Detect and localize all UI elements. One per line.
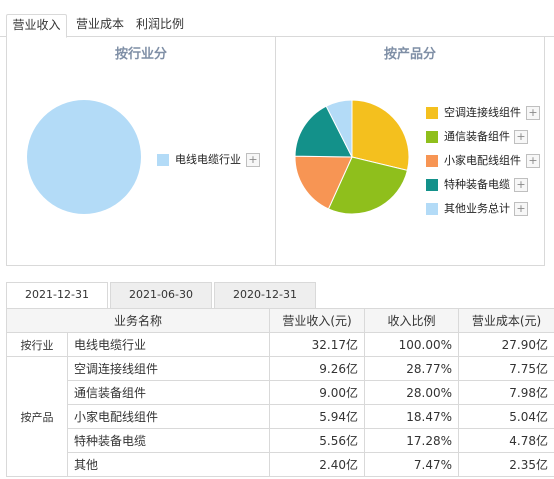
expand-plus-button[interactable]: + xyxy=(514,130,528,144)
legend-label: 空调连接线组件 xyxy=(444,106,521,119)
table-header-row: 业务名称 营业收入(元) 收入比例 营业成本(元) xyxy=(5,308,554,333)
legend-swatch xyxy=(426,131,438,143)
group-label-industry: 按行业 xyxy=(6,332,68,357)
header-revenue: 营业收入(元) xyxy=(269,308,366,333)
group-label-product: 按产品 xyxy=(6,356,68,477)
table-row: 按行业 电线电缆行业 32.17亿 100.00% 27.90亿 xyxy=(6,332,554,357)
row-revenue: 5.56亿 xyxy=(269,428,366,453)
header-ratio: 收入比例 xyxy=(364,308,460,333)
row-name: 电线电缆行业 xyxy=(66,332,271,357)
pie-slice-通信装备组件 xyxy=(327,156,409,215)
row-cost: 27.90亿 xyxy=(458,332,554,357)
legend-label: 小家电配线组件 xyxy=(444,154,521,167)
legend-swatch xyxy=(426,179,438,191)
row-revenue: 9.26亿 xyxy=(269,356,366,381)
table-row: 按产品 空调连接线组件 9.26亿 28.77% 7.75亿 xyxy=(6,356,554,477)
legend-label: 通信装备组件 xyxy=(444,130,510,143)
row-revenue: 9.00亿 xyxy=(269,380,366,405)
row-revenue: 32.17亿 xyxy=(269,332,366,357)
legend-label: 电线电缆行业 xyxy=(175,153,241,166)
legend-swatch xyxy=(426,107,438,119)
tab-profit-ratio[interactable]: 利润比例 xyxy=(135,17,184,31)
expand-plus-button[interactable]: + xyxy=(514,178,528,192)
row-revenue: 5.94亿 xyxy=(269,404,366,429)
tab-cost[interactable]: 营业成本 xyxy=(75,17,124,31)
legend-label: 特种装备电缆 xyxy=(444,178,510,191)
row-cost: 5.04亿 xyxy=(458,404,554,429)
pie-slice-特种装备电缆 xyxy=(294,105,353,158)
row-ratio: 18.47% xyxy=(364,404,460,429)
pie-slice-空调连接线组件 xyxy=(351,99,410,171)
pie-slice-其他业务总计 xyxy=(325,99,353,158)
legend-swatch xyxy=(157,154,169,166)
table-row: 其他 2.40亿 7.47% 2.35亿 xyxy=(7,452,554,477)
expand-plus-button[interactable]: + xyxy=(526,106,540,120)
row-cost: 7.98亿 xyxy=(458,380,554,405)
table-row: 小家电配线组件 5.94亿 18.47% 5.04亿 xyxy=(7,404,554,429)
header-business-name: 业务名称 xyxy=(5,308,271,333)
date-tab-2021-06-30[interactable]: 2021-06-30 xyxy=(110,282,212,308)
row-name: 通信装备组件 xyxy=(66,380,271,405)
tab-revenue[interactable]: 营业收入 xyxy=(6,14,67,38)
pie-slice-小家电配线组件 xyxy=(294,155,353,210)
date-tab-2020-12-31[interactable]: 2020-12-31 xyxy=(214,282,316,308)
expand-plus-button[interactable]: + xyxy=(526,154,540,168)
legend-label: 其他业务总计 xyxy=(444,202,510,215)
row-ratio: 7.47% xyxy=(364,452,460,477)
expand-plus-button[interactable]: + xyxy=(514,202,528,216)
table-row: 通信装备组件 9.00亿 28.00% 7.98亿 xyxy=(7,380,554,405)
row-cost: 4.78亿 xyxy=(458,428,554,453)
legend-swatch xyxy=(426,155,438,167)
industry-pie-chart xyxy=(27,100,141,214)
industry-panel-title: 按行业分 xyxy=(114,47,167,62)
date-tab-2021-12-31[interactable]: 2021-12-31 xyxy=(6,282,108,309)
industry-panel: 按行业分 电线电缆行业 + xyxy=(6,37,275,266)
row-ratio: 100.00% xyxy=(364,332,460,357)
expand-plus-button[interactable]: + xyxy=(246,153,260,167)
row-revenue: 2.40亿 xyxy=(269,452,366,477)
row-name: 小家电配线组件 xyxy=(66,404,271,429)
row-name: 空调连接线组件 xyxy=(66,356,271,381)
product-panel-title: 按产品分 xyxy=(383,47,436,62)
business-table: 业务名称 营业收入(元) 收入比例 营业成本(元) 按行业 电线电缆行业 32.… xyxy=(5,308,554,477)
legend-swatch xyxy=(426,203,438,215)
table-row: 特种装备电缆 5.56亿 17.28% 4.78亿 xyxy=(7,428,554,453)
top-tab-bar: 营业收入 营业成本 利润比例 xyxy=(0,0,554,38)
pie-slice-电线电缆行业 xyxy=(27,100,141,214)
row-cost: 7.75亿 xyxy=(458,356,554,381)
row-ratio: 28.77% xyxy=(364,356,460,381)
row-ratio: 28.00% xyxy=(364,380,460,405)
row-ratio: 17.28% xyxy=(364,428,460,453)
row-name: 其他 xyxy=(66,452,271,477)
product-panel: 按产品分 空调连接线组件 + 通信装备组件 + 小家电配线组件 + 特种装备电缆… xyxy=(275,37,545,266)
header-cost: 营业成本(元) xyxy=(458,308,554,333)
product-pie-chart xyxy=(294,99,410,215)
row-cost: 2.35亿 xyxy=(458,452,554,477)
row-name: 特种装备电缆 xyxy=(66,428,271,453)
